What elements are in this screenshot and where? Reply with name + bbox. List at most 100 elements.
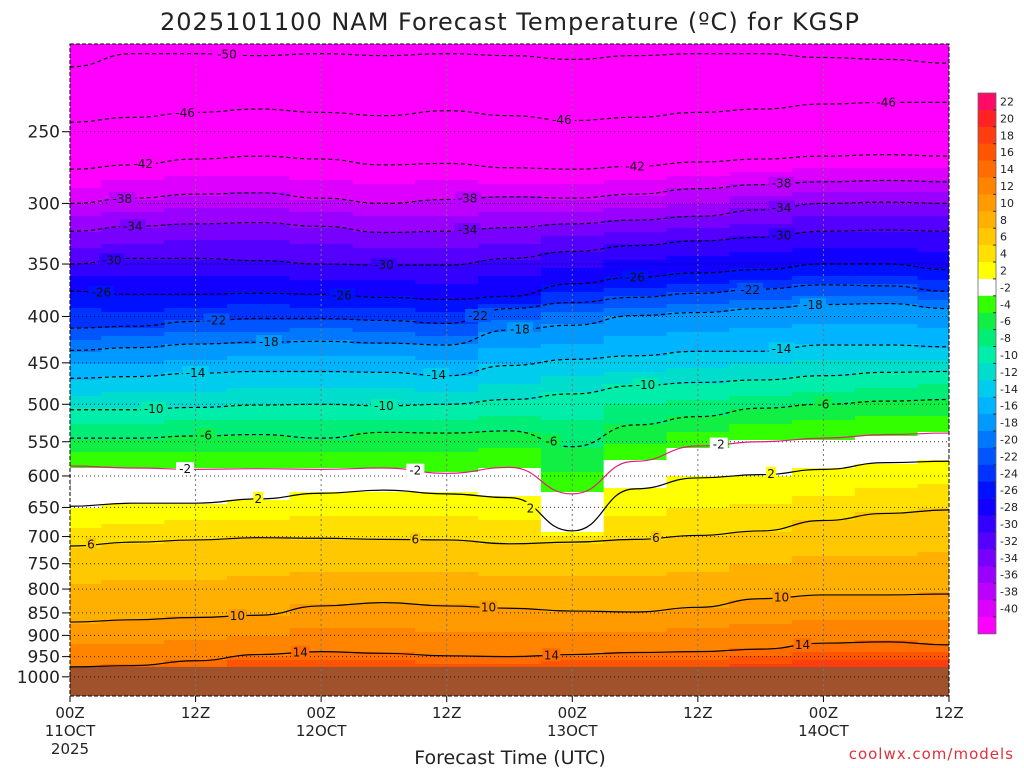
temperature-cell xyxy=(70,276,102,281)
temperature-cell xyxy=(226,352,291,357)
temperature-cell xyxy=(917,344,949,349)
temperature-cell xyxy=(352,216,416,221)
temperature-cell xyxy=(70,252,102,257)
temperature-cell xyxy=(352,196,416,201)
temperature-cell xyxy=(415,100,479,105)
temperature-cell xyxy=(226,436,291,441)
temperature-cell xyxy=(289,516,354,521)
temperature-cell xyxy=(226,60,291,65)
temperature-cell xyxy=(226,380,291,385)
temperature-cell xyxy=(478,444,542,449)
temperature-cell xyxy=(666,384,730,389)
pressure-tick-label: 250 xyxy=(28,123,60,143)
temperature-cell xyxy=(226,80,291,85)
temperature-cell xyxy=(540,56,605,61)
temperature-cell xyxy=(792,64,856,69)
colorbar-swatch xyxy=(978,447,996,466)
temperature-cell xyxy=(352,328,416,333)
temperature-cell xyxy=(478,340,542,345)
contour-label: -2 xyxy=(713,438,725,452)
temperature-cell xyxy=(70,124,102,129)
temperature-cell xyxy=(854,564,919,569)
temperature-cell xyxy=(603,80,668,85)
contour-label: -18 xyxy=(803,298,823,312)
temperature-cell xyxy=(792,624,856,629)
temperature-cell xyxy=(729,88,793,93)
temperature-cell xyxy=(70,592,102,597)
temperature-cell xyxy=(101,288,165,293)
temperature-cell xyxy=(854,76,919,81)
temperature-cell xyxy=(289,120,354,125)
temperature-cell xyxy=(540,460,605,465)
temperature-cell xyxy=(854,456,919,461)
temperature-cell xyxy=(729,108,793,113)
colorbar-swatch xyxy=(978,109,996,128)
temperature-cell xyxy=(729,420,793,425)
temperature-cell xyxy=(603,608,668,613)
temperature-cell xyxy=(478,96,542,101)
temperature-cell xyxy=(540,520,605,525)
temperature-cell xyxy=(603,84,668,89)
temperature-cell xyxy=(666,420,730,425)
temperature-cell xyxy=(666,64,730,69)
temperature-cell xyxy=(666,280,730,285)
temperature-cell xyxy=(70,604,102,609)
temperature-cell xyxy=(540,420,605,425)
temperature-cell xyxy=(226,120,291,125)
temperature-cell xyxy=(226,464,291,469)
temperature-cell xyxy=(101,500,165,505)
contour-label: -46 xyxy=(552,113,572,127)
temperature-cell xyxy=(352,324,416,329)
temperature-cell xyxy=(854,236,919,241)
temperature-cell xyxy=(415,436,479,441)
temperature-cell xyxy=(854,504,919,509)
temperature-cell xyxy=(101,480,165,485)
temperature-cell xyxy=(352,232,416,237)
temperature-cell xyxy=(70,88,102,93)
temperature-cell xyxy=(666,456,730,461)
temperature-cell xyxy=(164,84,228,89)
colorbar-label: -30 xyxy=(1000,518,1018,531)
temperature-cell xyxy=(478,416,542,421)
temperature-cell xyxy=(729,412,793,417)
contour-label-bg xyxy=(291,645,310,659)
temperature-cell xyxy=(478,548,542,553)
temperature-cell xyxy=(603,256,668,261)
temperature-cell xyxy=(415,144,479,149)
temperature-cell xyxy=(101,276,165,281)
temperature-cell xyxy=(603,292,668,297)
temperature-cell xyxy=(792,76,856,81)
temperature-cell xyxy=(352,636,416,641)
temperature-cell xyxy=(101,464,165,469)
temperature-cell xyxy=(478,364,542,369)
temperature-cell xyxy=(415,344,479,349)
temperature-cell xyxy=(917,428,949,433)
temperature-cell xyxy=(854,204,919,209)
temperature-cell xyxy=(792,240,856,245)
temperature-cell xyxy=(854,72,919,77)
temperature-cell xyxy=(666,324,730,329)
temperature-cell xyxy=(917,260,949,265)
temperature-cell xyxy=(603,156,668,161)
temperature-cell xyxy=(352,152,416,157)
pressure-tick-label: 300 xyxy=(28,194,60,214)
temperature-cell xyxy=(226,128,291,133)
temperature-cell xyxy=(164,64,228,69)
temperature-cell xyxy=(101,660,165,665)
temperature-cell xyxy=(70,500,102,505)
temperature-cell xyxy=(729,660,793,665)
temperature-cell xyxy=(352,144,416,149)
temperature-cell xyxy=(603,420,668,425)
colorbar-swatch xyxy=(978,498,996,516)
temperature-cell xyxy=(478,120,542,125)
temperature-cell xyxy=(289,636,354,641)
temperature-cell xyxy=(478,588,542,593)
temperature-cell xyxy=(917,200,949,205)
temperature-cell xyxy=(917,352,949,357)
contour-label-bg xyxy=(410,532,421,546)
temperature-cell xyxy=(415,576,479,581)
temperature-cell xyxy=(603,232,668,237)
temperature-cell xyxy=(70,200,102,205)
temperature-cell xyxy=(603,300,668,305)
temperature-cell xyxy=(101,48,165,53)
